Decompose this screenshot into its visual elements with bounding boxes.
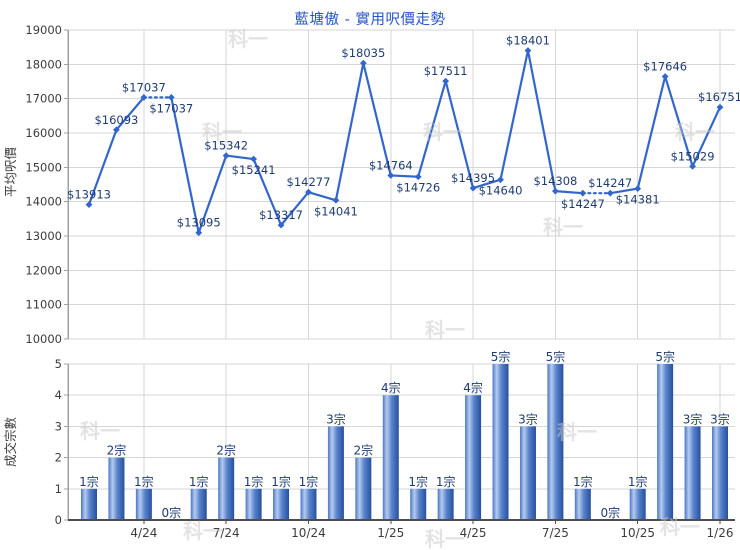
svg-text:1宗: 1宗 xyxy=(189,474,209,489)
chart-plot-area: 10000 11000 12000 13000 14000 15000 16000 17000… xyxy=(25,23,740,540)
svg-text:10/24: 10/24 xyxy=(291,526,326,540)
svg-text:$14247: $14247 xyxy=(561,197,605,211)
watermark-text: 科一 xyxy=(202,120,242,144)
svg-text:$14764: $14764 xyxy=(369,158,413,172)
svg-text:$14308: $14308 xyxy=(533,174,577,188)
svg-text:2宗: 2宗 xyxy=(216,443,236,458)
svg-text:18000: 18000 xyxy=(25,57,62,71)
svg-text:$16751: $16751 xyxy=(698,90,740,104)
svg-text:1宗: 1宗 xyxy=(299,474,319,489)
svg-text:5: 5 xyxy=(55,357,62,371)
svg-text:11000: 11000 xyxy=(25,298,62,312)
watermark-text: 科一 xyxy=(228,27,268,51)
svg-text:3宗: 3宗 xyxy=(326,411,346,426)
svg-text:$14726: $14726 xyxy=(396,181,440,195)
svg-text:0宗: 0宗 xyxy=(600,505,620,520)
svg-text:$16093: $16093 xyxy=(94,113,138,127)
svg-text:15000: 15000 xyxy=(25,160,62,174)
watermark-text: 科一 xyxy=(425,318,465,342)
svg-text:1/25: 1/25 xyxy=(377,526,404,540)
svg-text:19000: 19000 xyxy=(25,23,62,37)
svg-text:5宗: 5宗 xyxy=(546,349,566,364)
count-axis-title: 成交宗數 xyxy=(3,417,18,468)
svg-text:$17511: $17511 xyxy=(424,64,468,78)
svg-text:4/25: 4/25 xyxy=(460,526,487,540)
svg-text:$17037: $17037 xyxy=(149,101,193,115)
svg-text:$13095: $13095 xyxy=(177,216,221,230)
svg-text:0: 0 xyxy=(55,513,62,527)
svg-text:5宗: 5宗 xyxy=(655,349,675,364)
svg-text:2宗: 2宗 xyxy=(354,443,374,458)
svg-text:1宗: 1宗 xyxy=(79,474,99,489)
svg-text:14000: 14000 xyxy=(25,195,62,209)
svg-text:$15241: $15241 xyxy=(232,163,276,177)
svg-text:$17646: $17646 xyxy=(643,59,687,73)
svg-text:$14041: $14041 xyxy=(314,204,358,218)
svg-text:5宗: 5宗 xyxy=(491,349,511,364)
svg-text:1宗: 1宗 xyxy=(436,474,456,489)
price-axis-title: 平均呎價 xyxy=(3,147,18,198)
svg-text:1宗: 1宗 xyxy=(628,474,648,489)
svg-text:$15342: $15342 xyxy=(204,139,248,153)
watermark-text: 科一 xyxy=(543,215,583,239)
svg-text:3宗: 3宗 xyxy=(683,411,703,426)
svg-text:17000: 17000 xyxy=(25,92,62,106)
svg-text:1宗: 1宗 xyxy=(408,474,428,489)
svg-text:3: 3 xyxy=(55,419,62,433)
svg-text:1: 1 xyxy=(55,482,62,496)
watermark-text: 科一 xyxy=(675,120,715,144)
svg-text:1/26: 1/26 xyxy=(707,526,734,540)
svg-text:10000: 10000 xyxy=(25,332,62,346)
watermark-text: 科一 xyxy=(423,120,463,144)
svg-text:$14277: $14277 xyxy=(287,175,331,189)
svg-text:7/25: 7/25 xyxy=(542,526,569,540)
svg-text:$18401: $18401 xyxy=(506,34,550,48)
svg-text:$14247: $14247 xyxy=(588,176,632,190)
svg-text:13000: 13000 xyxy=(25,229,62,243)
svg-text:$14640: $14640 xyxy=(479,184,523,198)
watermark-text: 科一 xyxy=(80,419,120,443)
svg-text:2: 2 xyxy=(55,451,62,465)
svg-text:$13317: $13317 xyxy=(259,208,303,222)
svg-text:16000: 16000 xyxy=(25,126,62,140)
svg-text:$13913: $13913 xyxy=(67,188,111,202)
svg-text:4: 4 xyxy=(55,388,62,402)
svg-text:7/24: 7/24 xyxy=(213,526,240,540)
svg-text:3宗: 3宗 xyxy=(518,411,538,426)
svg-text:1宗: 1宗 xyxy=(134,474,154,489)
watermark-text: 科一 xyxy=(183,519,223,543)
watermark-text: 科一 xyxy=(425,527,465,550)
svg-text:4/24: 4/24 xyxy=(130,526,157,540)
svg-text:4宗: 4宗 xyxy=(381,380,401,395)
svg-text:$18035: $18035 xyxy=(341,46,385,60)
svg-text:1宗: 1宗 xyxy=(271,474,291,489)
svg-text:12000: 12000 xyxy=(25,263,62,277)
svg-text:$15029: $15029 xyxy=(671,149,715,163)
watermark-text: 科一 xyxy=(557,420,597,444)
chart-title: 藍塘傲 - 實用呎價走勢 xyxy=(294,12,446,28)
svg-text:1宗: 1宗 xyxy=(244,474,264,489)
svg-text:2宗: 2宗 xyxy=(107,443,127,458)
watermark-text: 科一 xyxy=(660,515,700,539)
svg-text:3宗: 3宗 xyxy=(710,411,730,426)
svg-text:$17037: $17037 xyxy=(122,80,166,94)
svg-text:0宗: 0宗 xyxy=(161,505,181,520)
svg-text:$14381: $14381 xyxy=(616,193,660,207)
svg-text:1宗: 1宗 xyxy=(573,474,593,489)
svg-text:$14395: $14395 xyxy=(451,171,495,185)
svg-text:4宗: 4宗 xyxy=(463,380,483,395)
svg-text:10/25: 10/25 xyxy=(620,526,655,540)
